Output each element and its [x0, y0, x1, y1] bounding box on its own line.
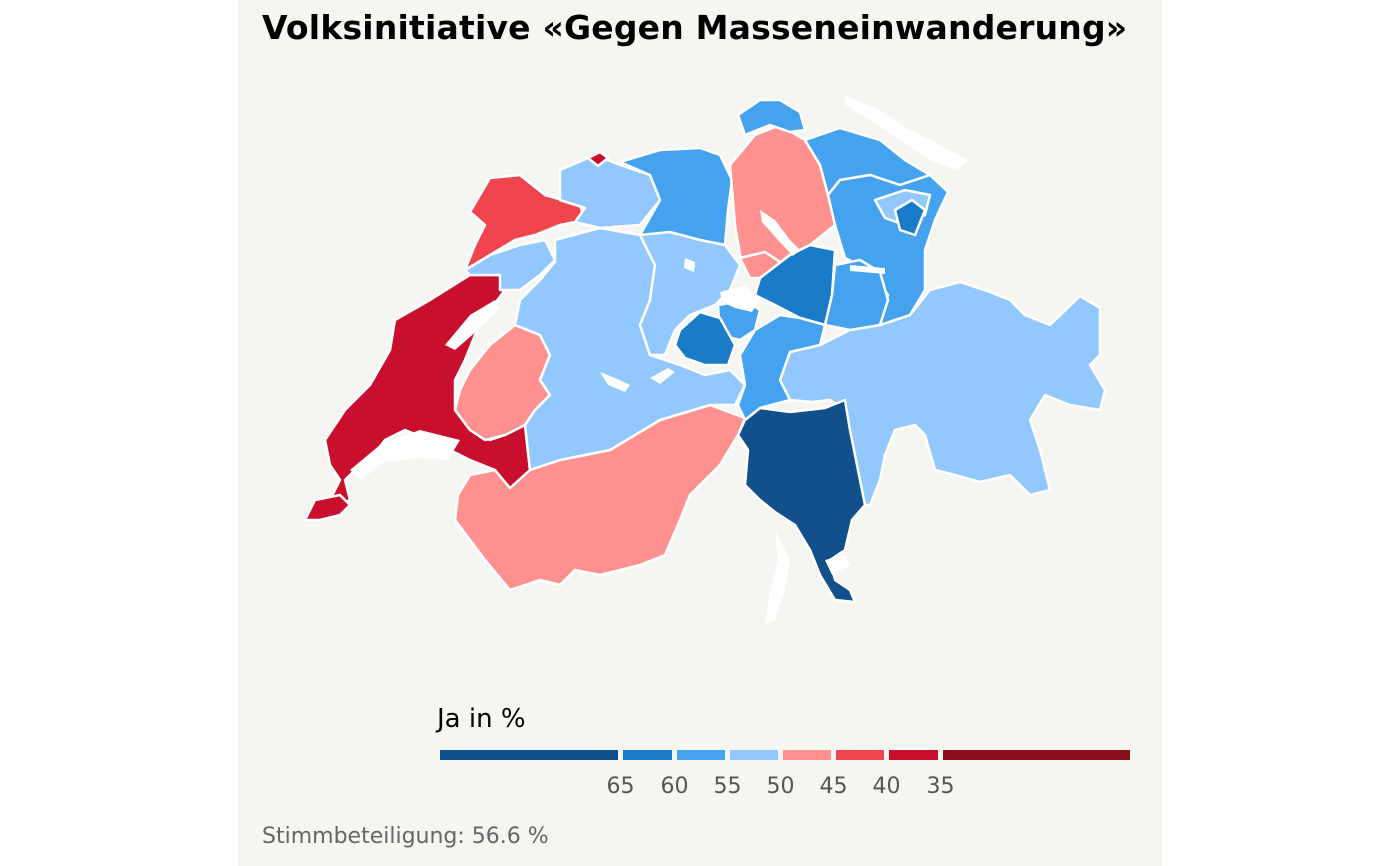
legend-segment — [677, 750, 725, 760]
lake-thun — [600, 372, 630, 392]
region-schaffhausen[interactable] — [736, 98, 807, 137]
lake-zurich — [760, 210, 800, 256]
lake-walensee — [850, 265, 885, 274]
lake-maggiore — [765, 530, 790, 625]
region-glarus[interactable] — [823, 258, 890, 332]
legend-tick-label: 35 — [926, 774, 955, 799]
region-ticino[interactable] — [736, 398, 867, 604]
region-obwalden[interactable] — [673, 310, 737, 367]
region-luzern[interactable] — [638, 230, 742, 357]
legend-segment — [943, 750, 1130, 760]
legend-tick-label: 40 — [872, 774, 901, 799]
map-title: Volksinitiative «Gegen Masseneinwanderun… — [262, 8, 1128, 47]
legend-segment — [440, 750, 618, 760]
lake-brienz — [650, 368, 675, 384]
turnout-caption: Stimmbeteiligung: 56.6 % — [262, 824, 549, 849]
lake-geneva — [350, 430, 460, 480]
legend-tick-label: 50 — [766, 774, 795, 799]
lake-lugano — [825, 555, 850, 575]
legend-tick-label: 55 — [713, 774, 742, 799]
region-basel-stadt[interactable] — [586, 150, 610, 168]
lake-bodensee — [845, 95, 968, 170]
legend-tick-label: 65 — [606, 774, 635, 799]
legend-tick-label: 45 — [819, 774, 848, 799]
legend-title: Ja in % — [437, 704, 526, 734]
lake-lucerne — [720, 285, 760, 312]
lake-neuchatel — [445, 300, 500, 350]
lake-sempach — [684, 258, 695, 272]
region-geneva[interactable] — [303, 493, 352, 522]
legend-segment — [783, 750, 831, 760]
region-neuchatel[interactable] — [463, 238, 557, 292]
legend-segment — [836, 750, 884, 760]
legend-segment — [889, 750, 938, 760]
legend-bar — [440, 750, 1130, 760]
lakes — [350, 95, 968, 625]
region-solothurn[interactable] — [558, 153, 662, 230]
legend-segment — [623, 750, 672, 760]
region-uri[interactable] — [736, 313, 827, 422]
legend-tick-label: 60 — [660, 774, 689, 799]
legend-segment — [730, 750, 778, 760]
region-appenzell-ai[interactable] — [893, 198, 927, 237]
region-jura[interactable] — [463, 173, 587, 272]
